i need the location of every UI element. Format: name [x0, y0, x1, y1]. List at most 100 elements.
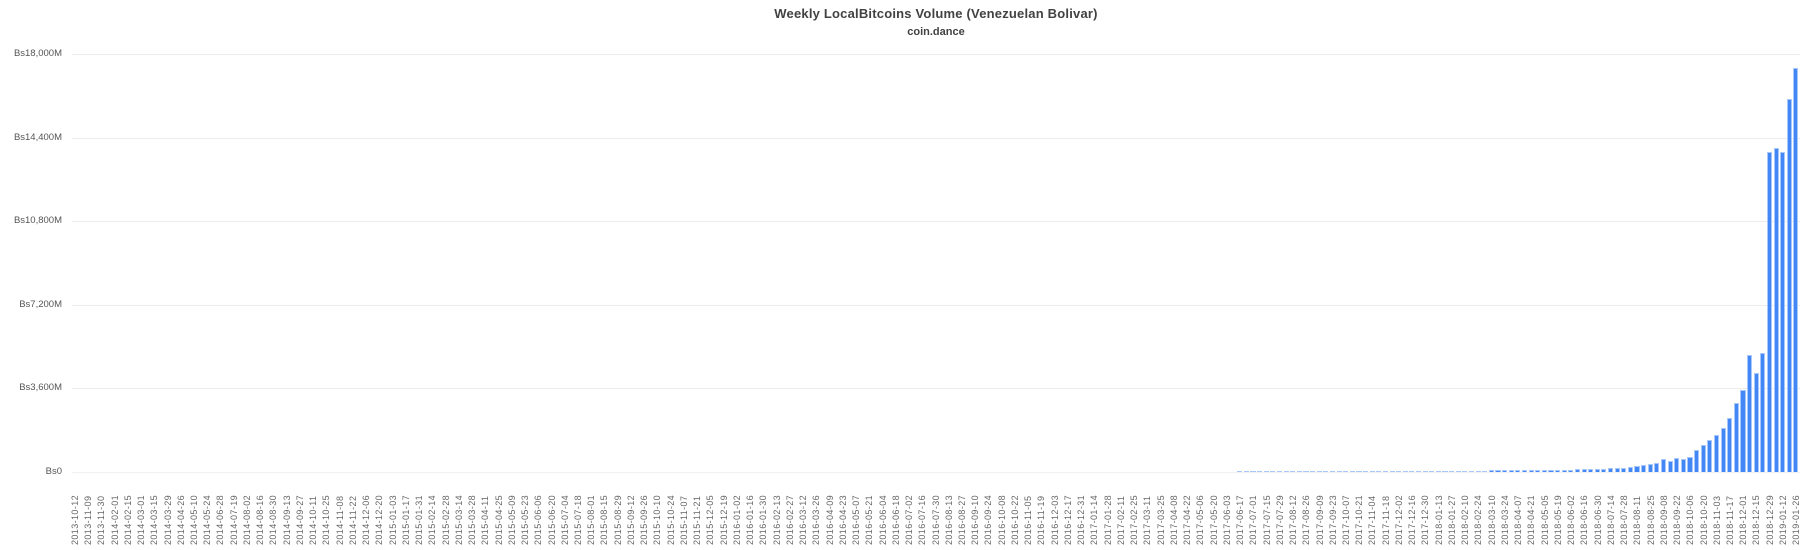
bar[interactable]	[1727, 418, 1733, 472]
bar[interactable]	[1700, 445, 1706, 472]
chart-subtitle: coin.dance	[907, 26, 965, 38]
bar[interactable]	[1647, 464, 1653, 472]
bar[interactable]	[1250, 470, 1256, 472]
bar[interactable]	[1290, 470, 1296, 472]
bar[interactable]	[1753, 373, 1759, 472]
bar[interactable]	[1713, 434, 1720, 472]
gridline	[72, 54, 1800, 55]
bar[interactable]	[1356, 470, 1362, 472]
bar[interactable]	[1793, 67, 1799, 472]
bar[interactable]	[1349, 470, 1355, 472]
bar[interactable]	[1568, 469, 1574, 472]
bar[interactable]	[1343, 470, 1349, 472]
bar[interactable]	[1488, 470, 1494, 472]
bar[interactable]	[1760, 353, 1766, 472]
x-axis-tick-label: 2015-02-14	[427, 494, 438, 545]
bar[interactable]	[1634, 465, 1640, 472]
x-axis-tick-label: 2018-02-24	[1473, 494, 1484, 545]
bar[interactable]	[1561, 469, 1567, 472]
bar[interactable]	[1588, 469, 1594, 472]
bar[interactable]	[1786, 99, 1792, 472]
bar[interactable]	[1429, 470, 1435, 472]
x-axis-tick-label: 2015-06-06	[533, 494, 544, 545]
bar[interactable]	[1323, 470, 1329, 472]
bar[interactable]	[1780, 151, 1786, 472]
bar[interactable]	[1521, 470, 1528, 472]
bar[interactable]	[1707, 440, 1713, 472]
bar[interactable]	[1257, 470, 1263, 472]
bar[interactable]	[1409, 470, 1415, 472]
gridline	[72, 137, 1800, 139]
bar[interactable]	[1747, 354, 1753, 472]
bar[interactable]	[1535, 470, 1541, 472]
bar[interactable]	[1680, 459, 1686, 472]
bar[interactable]	[1495, 470, 1501, 472]
bar[interactable]	[1303, 470, 1309, 472]
bar[interactable]	[1243, 470, 1249, 472]
bar[interactable]	[1396, 470, 1402, 472]
bar[interactable]	[1548, 469, 1554, 472]
bar[interactable]	[1555, 469, 1561, 472]
bar[interactable]	[1654, 463, 1660, 472]
bar[interactable]	[1402, 470, 1408, 472]
bar[interactable]	[1608, 468, 1614, 472]
x-axis-tick-label: 2015-08-29	[612, 494, 623, 545]
bar[interactable]	[1594, 469, 1600, 472]
bar[interactable]	[1283, 470, 1289, 472]
bar[interactable]	[1389, 470, 1395, 472]
bar[interactable]	[1336, 470, 1342, 472]
bar[interactable]	[1687, 456, 1693, 472]
bar[interactable]	[1515, 470, 1521, 472]
x-axis-tick-label: 2016-05-21	[864, 494, 875, 545]
bar[interactable]	[1270, 470, 1276, 472]
bar[interactable]	[1660, 458, 1667, 472]
bar[interactable]	[1363, 470, 1369, 472]
bar[interactable]	[1475, 470, 1481, 472]
bar[interactable]	[1667, 460, 1673, 472]
x-axis-tick-label: 2017-10-21	[1354, 494, 1365, 545]
bar[interactable]	[1263, 470, 1269, 472]
bar[interactable]	[1621, 467, 1627, 472]
bar[interactable]	[1442, 470, 1448, 472]
x-axis-tick-label: 2019-01-26	[1791, 494, 1802, 545]
bar[interactable]	[1641, 465, 1647, 472]
bar[interactable]	[1435, 470, 1441, 472]
bar[interactable]	[1627, 466, 1633, 472]
x-axis-tick-label: 2014-02-15	[122, 494, 133, 545]
x-axis-tick-label: 2018-02-10	[1460, 494, 1471, 545]
bar[interactable]	[1508, 470, 1514, 472]
bar[interactable]	[1276, 470, 1283, 472]
bar[interactable]	[1733, 403, 1739, 472]
bar[interactable]	[1376, 470, 1382, 472]
bar[interactable]	[1310, 470, 1316, 472]
bar[interactable]	[1614, 468, 1620, 472]
bar[interactable]	[1462, 470, 1468, 472]
bar[interactable]	[1528, 470, 1534, 472]
bar[interactable]	[1416, 470, 1422, 472]
bar[interactable]	[1296, 470, 1302, 472]
x-axis-tick-label: 2015-01-31	[414, 494, 425, 545]
bar[interactable]	[1316, 470, 1322, 472]
bar[interactable]	[1740, 389, 1746, 472]
bar[interactable]	[1237, 470, 1243, 472]
bar[interactable]	[1382, 470, 1388, 472]
bar[interactable]	[1455, 470, 1461, 472]
bar[interactable]	[1468, 470, 1475, 472]
x-axis-tick-label: 2013-11-09	[83, 495, 94, 545]
bar[interactable]	[1329, 470, 1336, 472]
bar[interactable]	[1449, 470, 1455, 472]
bar[interactable]	[1773, 148, 1779, 472]
bar[interactable]	[1369, 470, 1375, 472]
bar[interactable]	[1694, 449, 1700, 472]
bar[interactable]	[1581, 469, 1587, 472]
bar[interactable]	[1502, 470, 1508, 472]
bar[interactable]	[1766, 151, 1772, 472]
bar[interactable]	[1422, 470, 1428, 472]
bar[interactable]	[1601, 468, 1607, 472]
bar[interactable]	[1482, 470, 1488, 472]
x-axis-tick-label: 2016-02-27	[784, 494, 795, 545]
bar[interactable]	[1674, 457, 1680, 472]
bar[interactable]	[1574, 469, 1580, 472]
bar[interactable]	[1541, 469, 1547, 472]
bar[interactable]	[1720, 427, 1726, 472]
